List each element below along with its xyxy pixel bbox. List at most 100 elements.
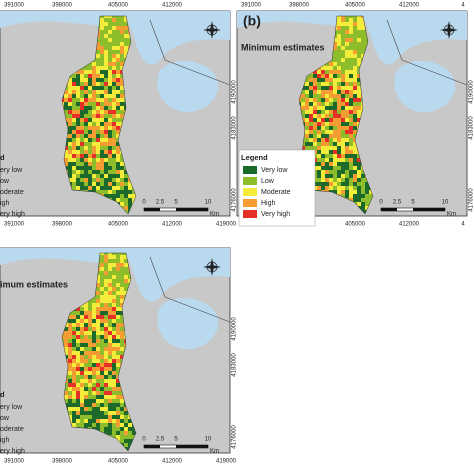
hazard-cell — [325, 182, 330, 187]
hazard-cell — [357, 34, 362, 39]
hazard-cell — [80, 315, 85, 320]
hazard-cell — [80, 355, 85, 360]
hazard-cell — [357, 118, 362, 123]
hazard-cell — [116, 403, 121, 408]
hazard-cell — [333, 38, 338, 43]
hazard-cell — [349, 182, 354, 187]
hazard-cell — [100, 190, 105, 195]
hazard-cell — [120, 339, 125, 344]
hazard-cell — [96, 351, 101, 356]
hazard-cell — [80, 166, 85, 171]
hazard-cell — [72, 343, 77, 348]
hazard-cell — [116, 82, 121, 87]
hazard-cell — [341, 98, 346, 103]
hazard-cell — [345, 94, 350, 99]
hazard-cell — [120, 102, 125, 107]
hazard-cell — [88, 134, 93, 139]
hazard-cell — [353, 78, 358, 83]
hazard-cell — [84, 138, 89, 143]
hazard-cell — [76, 423, 81, 428]
hazard-cell — [321, 106, 326, 111]
hazard-cell — [104, 38, 109, 43]
hazard-cell — [104, 403, 109, 408]
north-arrow — [440, 21, 458, 39]
hazard-cell — [68, 367, 73, 372]
hazard-cell — [88, 307, 93, 312]
hazard-cell — [92, 339, 97, 344]
hazard-cell — [313, 78, 318, 83]
hazard-cell — [353, 114, 358, 119]
hazard-cell — [333, 174, 338, 179]
hazard-cell — [116, 291, 121, 296]
hazard-cell — [116, 323, 121, 328]
hazard-cell — [116, 62, 121, 67]
hazard-cell — [112, 118, 117, 123]
hazard-cell — [321, 138, 326, 143]
hazard-cell — [116, 18, 121, 23]
hazard-cell — [72, 94, 77, 99]
hazard-cell — [100, 50, 105, 55]
hazard-cell — [305, 78, 310, 83]
hazard-cell — [299, 102, 302, 107]
hazard-cell — [88, 407, 93, 412]
hazard-cell — [112, 279, 117, 284]
hazard-cell — [345, 114, 350, 119]
hazard-cell — [76, 166, 81, 171]
hazard-cell — [76, 170, 81, 175]
hazard-cell — [108, 130, 113, 135]
hazard-cell — [108, 42, 113, 47]
hazard-cell — [112, 367, 117, 372]
hazard-cell — [100, 142, 105, 147]
hazard-cell — [305, 146, 310, 151]
hazard-cell — [345, 186, 350, 191]
hazard-cell — [341, 54, 346, 59]
hazard-cell — [124, 198, 129, 203]
hazard-cell — [116, 170, 121, 175]
hazard-cell — [116, 178, 121, 183]
hazard-cell — [325, 146, 330, 151]
hazard-cell — [96, 174, 101, 179]
hazard-cell — [104, 22, 109, 27]
hazard-cell — [96, 82, 101, 87]
hazard-cell — [301, 102, 306, 107]
hazard-cell — [341, 166, 346, 171]
hazard-cell — [72, 379, 77, 384]
legend-item: High — [261, 200, 276, 207]
hazard-cell — [100, 299, 105, 304]
hazard-cell — [104, 343, 109, 348]
hazard-cell — [104, 70, 109, 75]
hazard-cell — [349, 130, 354, 135]
hazard-cell — [353, 94, 358, 99]
hazard-cell — [349, 150, 354, 155]
hazard-cell — [92, 331, 97, 336]
hazard-cell — [120, 166, 125, 171]
hazard-cell — [349, 16, 354, 19]
hazard-cell — [80, 158, 85, 163]
hazard-cell — [325, 78, 330, 83]
hazard-cell — [325, 62, 330, 67]
hazard-cell — [88, 110, 93, 115]
hazard-cell — [104, 359, 109, 364]
hazard-cell — [116, 367, 121, 372]
hazard-cell — [100, 363, 105, 368]
hazard-cell — [80, 82, 85, 87]
hazard-cell — [68, 110, 73, 115]
hazard-cell — [341, 138, 346, 143]
hazard-cell — [104, 114, 109, 119]
hazard-cell — [341, 42, 346, 47]
bottom-coordinate: 398000 — [52, 459, 73, 465]
hazard-cell — [317, 70, 322, 75]
hazard-cell — [104, 62, 109, 67]
hazard-cell — [84, 375, 89, 380]
hazard-cell — [108, 166, 113, 171]
hazard-cell — [116, 54, 121, 59]
hazard-cell — [345, 90, 350, 95]
hazard-cell — [116, 158, 121, 163]
hazard-cell — [100, 38, 105, 43]
hazard-cell — [112, 371, 117, 376]
hazard-cell — [341, 114, 346, 119]
hazard-cell — [72, 315, 77, 320]
hazard-cell — [112, 431, 117, 436]
hazard-cell — [124, 263, 129, 268]
hazard-cell — [116, 299, 121, 304]
